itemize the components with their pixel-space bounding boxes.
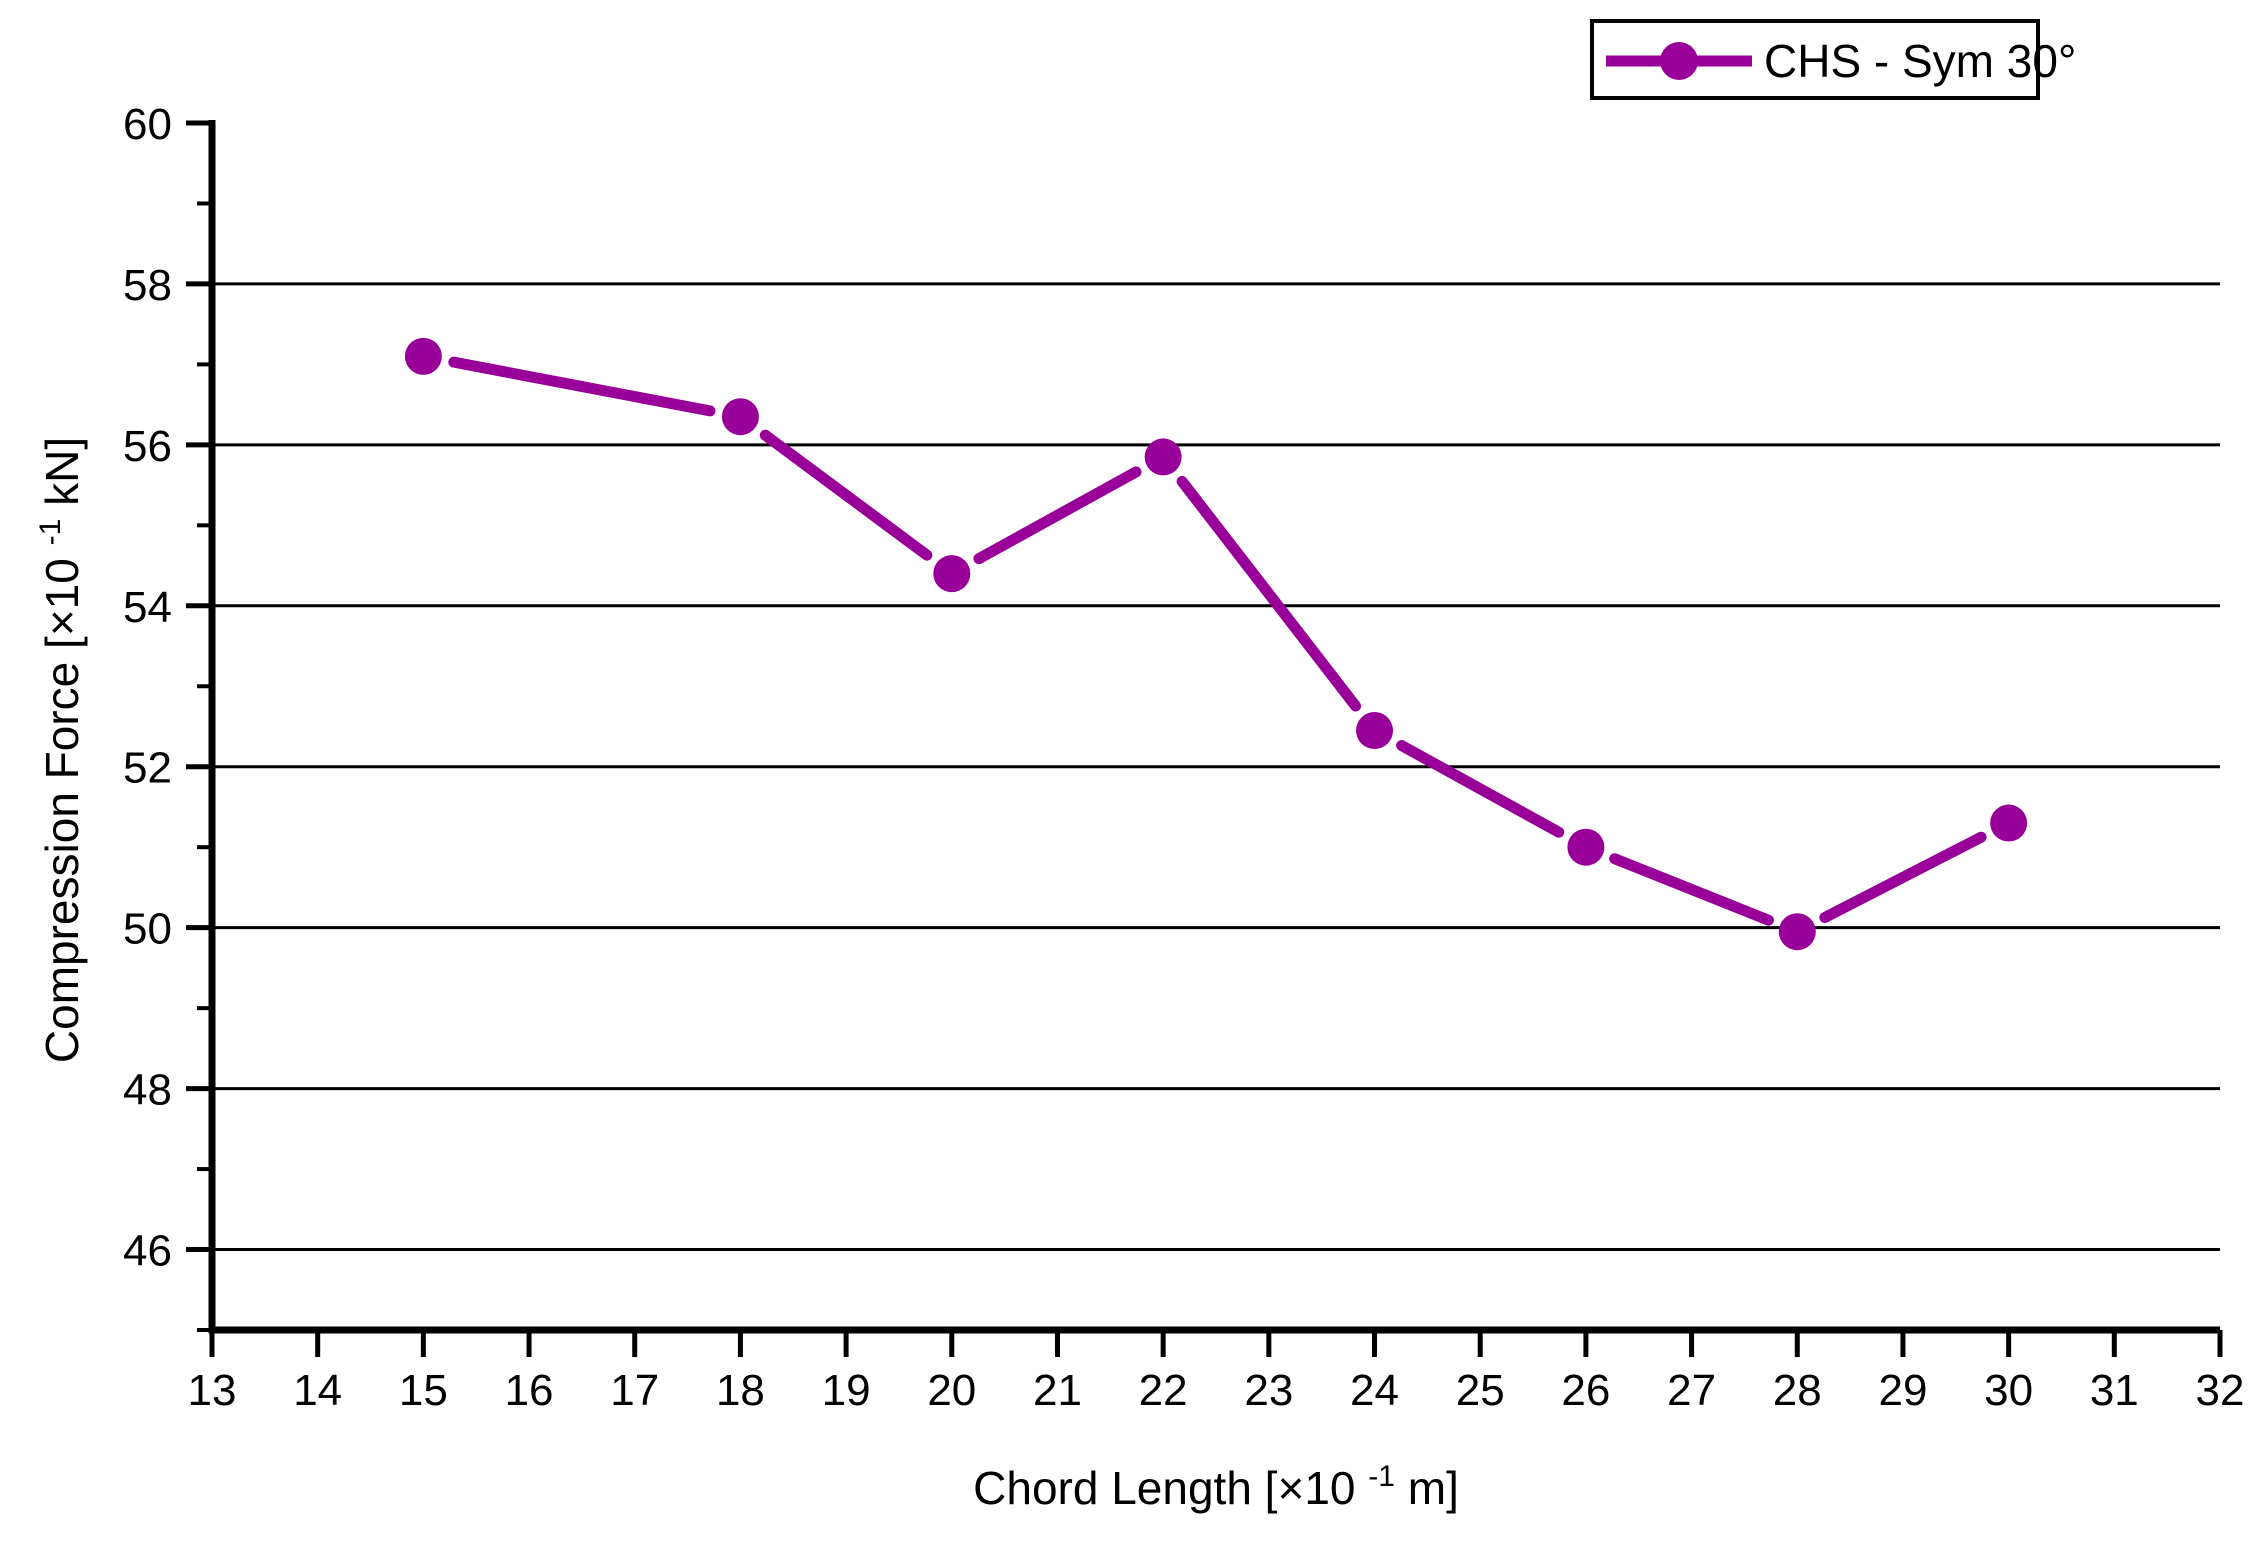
x-tick-label-16: 16 — [505, 1366, 554, 1415]
y-tick-label-48: 48 — [123, 1066, 172, 1115]
y-tick-label-56: 56 — [123, 422, 172, 471]
series-line-segment-0 — [448, 356, 716, 417]
x-tick-label-28: 28 — [1773, 1366, 1822, 1415]
y-axis-title-suffix: kN] — [36, 437, 88, 506]
series-line-segment-4 — [1396, 740, 1565, 838]
series-line-segment-2 — [973, 466, 1142, 565]
legend: CHS - Sym 30° — [1590, 19, 2076, 100]
x-tick-label-18: 18 — [716, 1366, 765, 1415]
x-tick-label-21: 21 — [1033, 1366, 1082, 1415]
series-line-segment-5 — [1609, 853, 1774, 926]
y-axis-title-prefix: Compression Force [×10 — [36, 558, 88, 1063]
x-tick-label-20: 20 — [927, 1366, 976, 1415]
gridlines-group — [212, 282, 2220, 1252]
x-axis-title-superscript: -1 — [1368, 1460, 1395, 1493]
y-tick-label-50: 50 — [123, 905, 172, 954]
x-tick-label-24: 24 — [1350, 1366, 1399, 1415]
x-tick-label-26: 26 — [1561, 1366, 1610, 1415]
x-axis-ticks-group: 13 14 15 16 17 18 19 20 21 22 23 24 25 26 27 28 29 30 31 32 — [188, 1330, 2245, 1415]
data-point-x20 — [933, 555, 971, 593]
x-tick-label-23: 23 — [1244, 1366, 1293, 1415]
x-tick-label-30: 30 — [1984, 1366, 2033, 1415]
data-point-x22 — [1144, 438, 1182, 476]
x-tick-label-32: 32 — [2196, 1366, 2245, 1415]
legend-label: CHS - Sym 30° — [1764, 35, 2076, 87]
series-group — [404, 337, 2028, 951]
data-point-x28 — [1778, 913, 1816, 951]
data-point-x15 — [404, 337, 442, 375]
legend-sample-marker-icon — [1660, 42, 1698, 80]
x-tick-label-19: 19 — [822, 1366, 871, 1415]
data-point-x26 — [1567, 828, 1605, 866]
x-axis-title: Chord Length [×10 -1 m] — [973, 1444, 1459, 1514]
x-tick-label-31: 31 — [2090, 1366, 2139, 1415]
y-tick-label-46: 46 — [123, 1227, 172, 1276]
x-tick-label-25: 25 — [1456, 1366, 1505, 1415]
x-tick-label-15: 15 — [399, 1366, 448, 1415]
x-tick-label-27: 27 — [1667, 1366, 1716, 1415]
series-line-segment-6 — [1819, 831, 1987, 924]
y-axis-title: Compression Force [×10 -1 kN] — [18, 437, 88, 1063]
series-line-segment-1 — [759, 429, 933, 561]
x-axis-title-suffix: m] — [1408, 1462, 1459, 1514]
y-tick-label-54: 54 — [123, 583, 172, 632]
x-tick-label-13: 13 — [188, 1366, 237, 1415]
x-axis-title-prefix: Chord Length [×10 — [973, 1462, 1355, 1514]
y-tick-label-52: 52 — [123, 744, 172, 793]
data-point-x30 — [1990, 804, 2028, 842]
x-tick-label-22: 22 — [1139, 1366, 1188, 1415]
y-axis-title-superscript: -1 — [34, 519, 67, 546]
x-tick-label-29: 29 — [1878, 1366, 1927, 1415]
x-tick-label-14: 14 — [293, 1366, 342, 1415]
axes-group — [208, 120, 2220, 1334]
data-point-x24 — [1356, 712, 1394, 750]
y-tick-label-60: 60 — [123, 100, 172, 149]
y-tick-label-58: 58 — [123, 261, 172, 310]
x-tick-label-17: 17 — [610, 1366, 659, 1415]
y-axis-ticks-group: 46 48 50 52 54 56 58 60 — [123, 100, 212, 1332]
series-line-segment-3 — [1176, 475, 1362, 712]
data-point-x18 — [721, 398, 759, 436]
